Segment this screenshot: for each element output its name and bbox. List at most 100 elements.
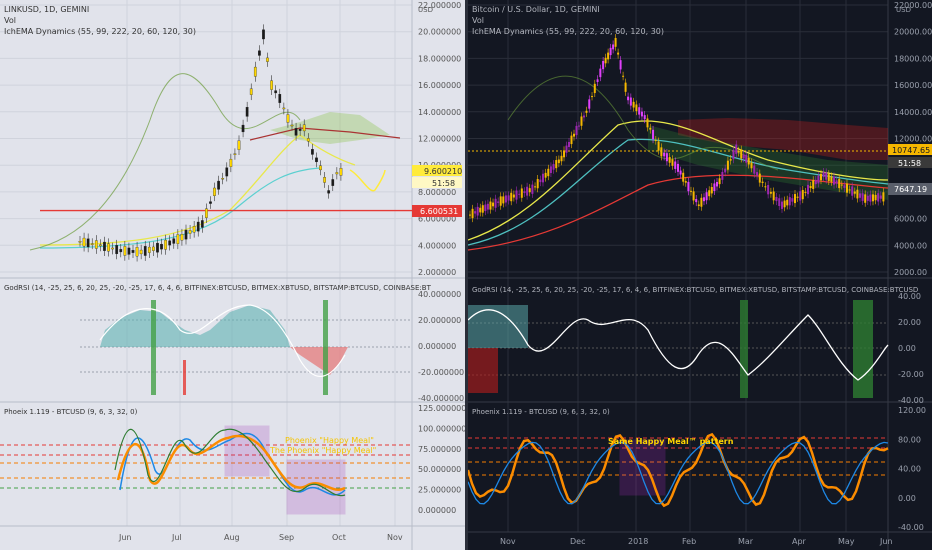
candle bbox=[481, 205, 484, 213]
candle bbox=[674, 161, 677, 169]
candle bbox=[245, 107, 249, 117]
candle bbox=[323, 177, 326, 183]
candle bbox=[851, 186, 854, 196]
symbol-title: Bitcoin / U.S. Dollar, 1D, GEMINI bbox=[472, 5, 600, 14]
candle bbox=[520, 188, 523, 198]
candle bbox=[103, 241, 106, 251]
candle bbox=[663, 152, 666, 157]
candle bbox=[843, 185, 846, 188]
time-axis-label: Dec bbox=[570, 537, 585, 546]
countdown: 51:58 bbox=[432, 179, 455, 188]
candle bbox=[716, 181, 718, 187]
phoenix-axis-label: 100.000000 bbox=[418, 424, 465, 433]
countdown-bg bbox=[412, 177, 462, 188]
phoenix-axis-label: 75.000000 bbox=[418, 445, 461, 454]
candle bbox=[614, 37, 617, 47]
rsi-title: GodRSI (14, -25, 25, 6, 20, 25, -20, -25… bbox=[4, 284, 432, 292]
countdown-bg bbox=[888, 157, 932, 168]
price-axis-label: 20.000000 bbox=[418, 28, 461, 37]
candle bbox=[547, 168, 550, 177]
candle bbox=[176, 234, 180, 244]
phoenix-title: Phoeix 1.119 - BTCUSD (9, 6, 3, 32, 0) bbox=[4, 408, 138, 416]
candle bbox=[807, 184, 809, 195]
price-axis-label: 22000.00 bbox=[894, 1, 932, 10]
rsi-red-zone bbox=[468, 348, 498, 393]
candle bbox=[507, 195, 510, 201]
candle bbox=[591, 96, 594, 98]
candle bbox=[515, 190, 518, 200]
candle bbox=[772, 191, 775, 201]
lagging-span-line bbox=[29, 73, 301, 251]
candle bbox=[624, 82, 627, 92]
rsi-axis-label: -20.00 bbox=[898, 370, 924, 379]
candle bbox=[882, 192, 885, 202]
candle bbox=[127, 247, 131, 255]
candle bbox=[838, 179, 841, 189]
candle bbox=[745, 154, 748, 163]
time-axis-label: Jul bbox=[171, 533, 182, 542]
price-axis-label: 6.000000 bbox=[418, 215, 456, 224]
candle bbox=[629, 97, 632, 106]
ichema-label: IchEMA Dynamics (55, 99, 222, 20, 60, 12… bbox=[472, 27, 664, 36]
candle bbox=[536, 179, 539, 189]
candle bbox=[753, 165, 756, 174]
candle bbox=[469, 214, 471, 216]
candle bbox=[682, 172, 685, 182]
candle bbox=[820, 173, 822, 181]
phoenix-title: Phoenix 1.119 - BTCUSD (9, 6, 3, 32, 0) bbox=[472, 408, 610, 416]
candle bbox=[82, 237, 86, 247]
last-tag-bg bbox=[888, 183, 932, 195]
candle bbox=[799, 191, 802, 201]
rsi-axis-label: 0.00 bbox=[898, 344, 916, 353]
candle bbox=[504, 195, 507, 203]
price-axis-label: 2000.00 bbox=[894, 268, 927, 277]
candle bbox=[131, 250, 135, 253]
annotation-phoenix-happy-meal: The Phoenix "Happy Meal" bbox=[269, 446, 376, 455]
candle bbox=[708, 190, 711, 197]
candle bbox=[718, 178, 721, 185]
candle bbox=[139, 249, 143, 255]
time-axis-label: Mar bbox=[738, 537, 754, 546]
candle bbox=[640, 111, 643, 117]
candle bbox=[499, 196, 502, 206]
candle bbox=[233, 153, 237, 155]
right-chart-panel[interactable]: Same Happy Meal™ pattern 22000.00 20000.0… bbox=[468, 0, 932, 550]
candle bbox=[221, 178, 225, 180]
price-tag: 10747.65 bbox=[892, 146, 930, 155]
candle bbox=[692, 191, 695, 201]
candle bbox=[604, 57, 607, 64]
rsi-axis-label: -40.000000 bbox=[418, 394, 464, 403]
candle bbox=[710, 187, 713, 194]
phoenix-orange-line bbox=[116, 434, 346, 491]
candle bbox=[783, 200, 786, 208]
candle bbox=[864, 194, 867, 203]
candle bbox=[612, 44, 615, 50]
candle bbox=[531, 184, 534, 194]
candle bbox=[786, 199, 789, 206]
left-chart-svg[interactable]: Phoenix "Happy Meal" The Phoenix "Happy … bbox=[0, 0, 465, 550]
candle bbox=[512, 194, 515, 198]
candle bbox=[339, 168, 343, 176]
candle bbox=[830, 176, 833, 182]
candle bbox=[627, 96, 630, 101]
candle bbox=[747, 157, 750, 165]
candle bbox=[652, 129, 655, 140]
phoenix-orange-line bbox=[468, 432, 889, 508]
candle bbox=[585, 110, 588, 113]
rsi-line bbox=[99, 304, 346, 378]
candle bbox=[229, 158, 233, 167]
candle bbox=[580, 116, 583, 126]
rsi-title: GodRSI (14, -25, 25, 6, 20, 25, -20, -25… bbox=[472, 286, 918, 294]
candle bbox=[306, 138, 310, 142]
candle bbox=[107, 243, 110, 252]
candle bbox=[788, 197, 791, 206]
candle bbox=[703, 197, 705, 202]
right-chart-svg[interactable]: Same Happy Meal™ pattern 22000.00 20000.0… bbox=[468, 0, 932, 550]
ichimoku-cloud bbox=[270, 112, 390, 144]
left-chart-panel[interactable]: Phoenix "Happy Meal" The Phoenix "Happy … bbox=[0, 0, 465, 550]
candle bbox=[205, 208, 208, 218]
candle bbox=[160, 243, 163, 250]
candle bbox=[237, 140, 241, 150]
candle bbox=[835, 180, 838, 184]
